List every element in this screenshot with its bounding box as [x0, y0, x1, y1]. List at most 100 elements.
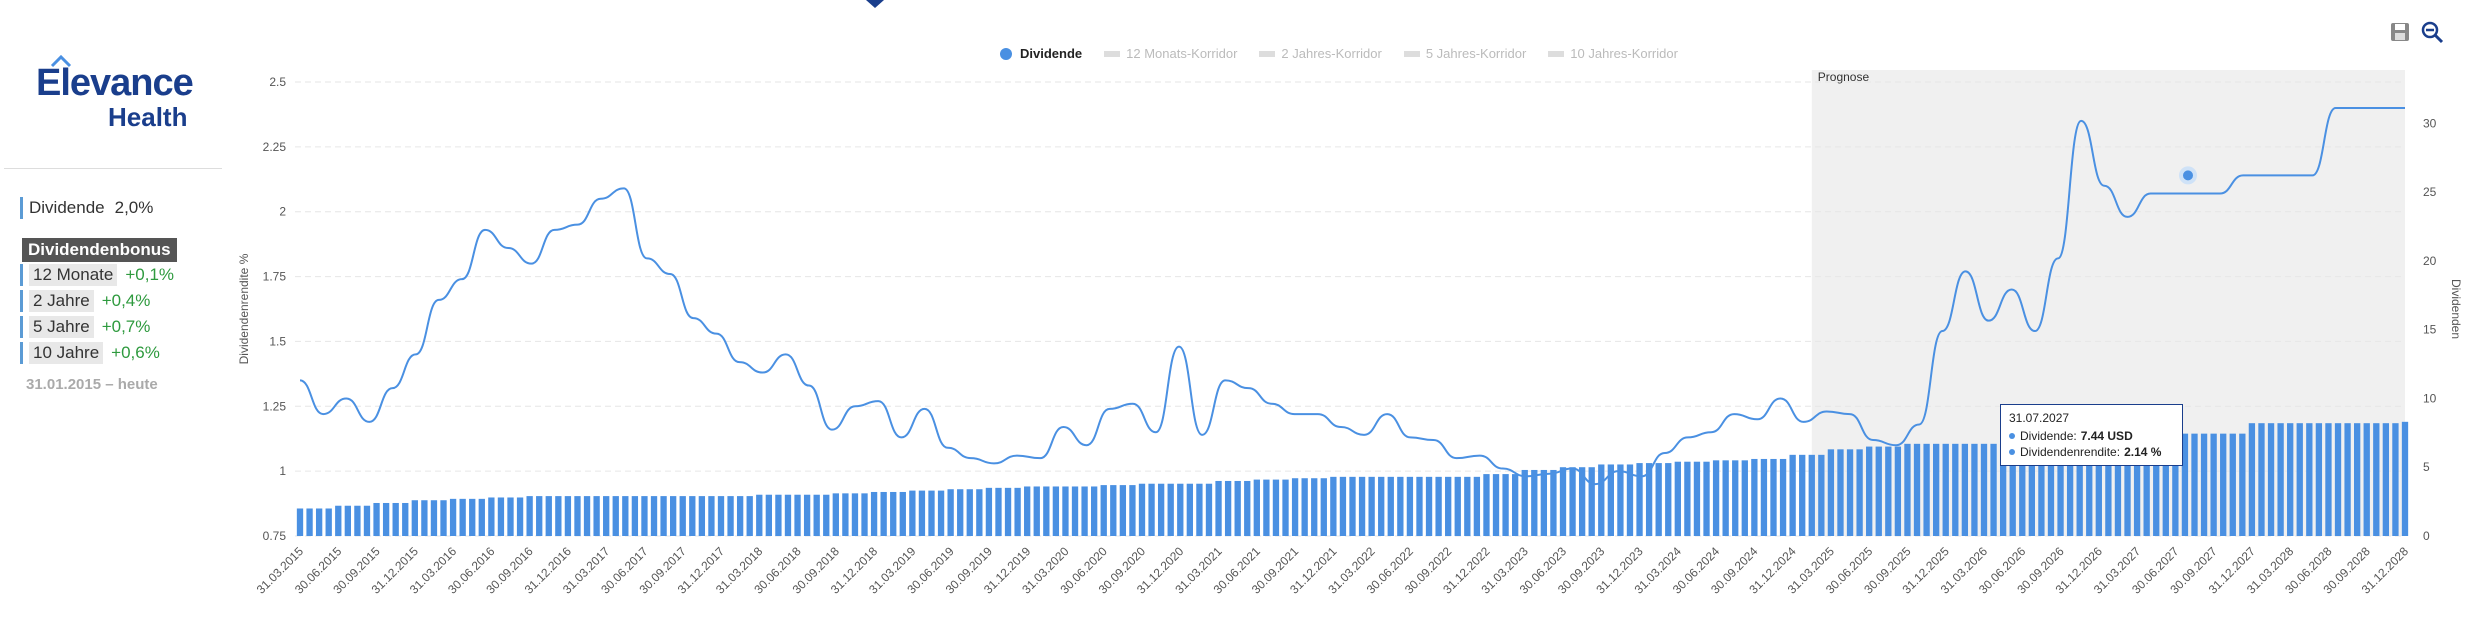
dividend-bar [2047, 443, 2055, 536]
dividend-bar [2210, 433, 2217, 536]
dividend-bar [382, 502, 390, 536]
tooltip-dot-icon [2009, 449, 2015, 455]
dividend-bar [1234, 480, 1241, 536]
dividend-bar [1406, 476, 1414, 536]
dividend-bar [1856, 449, 1863, 536]
dividend-bar [2038, 443, 2045, 536]
dividend-bar [459, 498, 466, 536]
y-left-tick-label: 1.5 [269, 334, 286, 348]
dividend-bar [2229, 433, 2236, 536]
dividend-bar [1091, 486, 1098, 536]
legend-item-10y-corridor[interactable]: 10 Jahres-Korridor [1548, 46, 1678, 61]
dividend-bar [1760, 458, 1768, 536]
y-right-tick-label: 20 [2423, 254, 2437, 268]
summary-panel: Elevance Health Dividende 2,0% Dividende… [0, 0, 225, 628]
dividend-bar [1722, 460, 1729, 536]
dividend-bar [1818, 454, 1825, 536]
dividend-bar [631, 496, 639, 536]
save-icon[interactable] [2388, 20, 2412, 44]
dividend-bar [469, 498, 476, 536]
tooltip-dividend-value: 7.44 USD [2080, 429, 2133, 443]
dividend-bar [1952, 443, 1959, 536]
dividend-bar [765, 494, 772, 536]
dividend-bar [2066, 439, 2074, 536]
dividend-bar [1397, 476, 1404, 536]
dividend-bar [1846, 449, 1854, 536]
dividend-bar [1215, 480, 1222, 536]
dividend-bar [1244, 480, 1251, 536]
zoom-out-icon[interactable] [2420, 20, 2444, 44]
legend-label: 2 Jahres-Korridor [1281, 46, 1382, 61]
bonus-value: +0,7% [101, 317, 151, 336]
dividend-bar [851, 493, 859, 536]
dividend-bar [2296, 423, 2303, 536]
dividend-bar [315, 508, 323, 536]
legend-dot-icon [1000, 47, 1012, 60]
dividend-bar [2287, 423, 2294, 536]
dividend-bar [1368, 476, 1375, 536]
logo-text-line1: Elevance [36, 62, 194, 104]
dividend-bar [947, 489, 954, 536]
dividend-bar [1081, 486, 1088, 536]
caret-down-icon[interactable] [866, 0, 884, 8]
dividend-bar [1779, 458, 1787, 536]
period-range: 31.01.2015 – heute [26, 376, 158, 393]
dividend-bar [976, 489, 983, 536]
dividend-bar [2315, 423, 2323, 536]
company-logo: Elevance Health [30, 50, 200, 135]
y-right-axis-title: Dividenden [2449, 279, 2463, 339]
dividend-bar [1119, 485, 1127, 536]
dividend-bar [1024, 486, 1031, 536]
legend-item-12m-corridor[interactable]: 12 Monats-Korridor [1104, 46, 1237, 61]
dividend-bar [1320, 478, 1327, 536]
legend-item-5y-corridor[interactable]: 5 Jahres-Korridor [1403, 46, 1526, 61]
dividend-bar [2181, 433, 2189, 536]
dividend-bar [689, 496, 696, 536]
dividend-bar [2248, 423, 2256, 536]
dividend-bar [2162, 433, 2169, 536]
dividend-bar [526, 496, 533, 536]
dividend-bar [660, 496, 667, 536]
dividend-bar [784, 494, 792, 536]
dividend-bar [670, 496, 677, 536]
y-right-tick-label: 0 [2423, 529, 2430, 543]
dividend-bar [1483, 474, 1490, 536]
dividend-bar [478, 498, 485, 536]
dividend-bar [2095, 433, 2102, 536]
dividend-bar [1129, 485, 1136, 536]
dividend-bar [1043, 486, 1050, 536]
dividend-bar [650, 496, 658, 536]
y-left-tick-label: 0.75 [263, 529, 287, 543]
dividend-bar [1770, 458, 1777, 536]
dividend-bar [756, 494, 763, 536]
dividend-bar [823, 494, 830, 536]
dividend-bar [363, 505, 371, 536]
dividend-bar [641, 496, 648, 536]
legend-dash-icon [1104, 50, 1121, 57]
dividend-bar [746, 496, 753, 536]
dividend-bar [1512, 474, 1519, 536]
dividend-bar [2133, 433, 2141, 536]
dividend-bar [1033, 486, 1040, 536]
dividend-bar [612, 496, 619, 536]
dividend-bar [1167, 483, 1174, 536]
legend-item-dividende[interactable]: Dividende [1000, 46, 1082, 61]
dividend-bar [1588, 467, 1595, 536]
dividend-bar [2363, 423, 2370, 536]
dividend-bar [1301, 478, 1308, 536]
dividend-bar [411, 500, 418, 536]
dividend-bar [736, 496, 744, 536]
legend-label: 12 Monats-Korridor [1126, 46, 1238, 61]
y-left-tick-label: 1 [279, 464, 286, 478]
bonus-value: +0,6% [111, 343, 160, 362]
tooltip-dividend-label: Dividende: [2020, 429, 2077, 443]
dividend-bar [2172, 433, 2179, 536]
legend-item-2y-corridor[interactable]: 2 Jahres-Korridor [1259, 46, 1382, 61]
dividend-bar [1521, 469, 1528, 536]
y-right-tick-label: 5 [2423, 460, 2430, 474]
dividend-bar [870, 491, 878, 536]
dividend-bar [354, 505, 361, 536]
dividend-bar [516, 497, 524, 536]
legend-dash-icon [1548, 50, 1565, 57]
dividend-bar [1799, 454, 1806, 536]
